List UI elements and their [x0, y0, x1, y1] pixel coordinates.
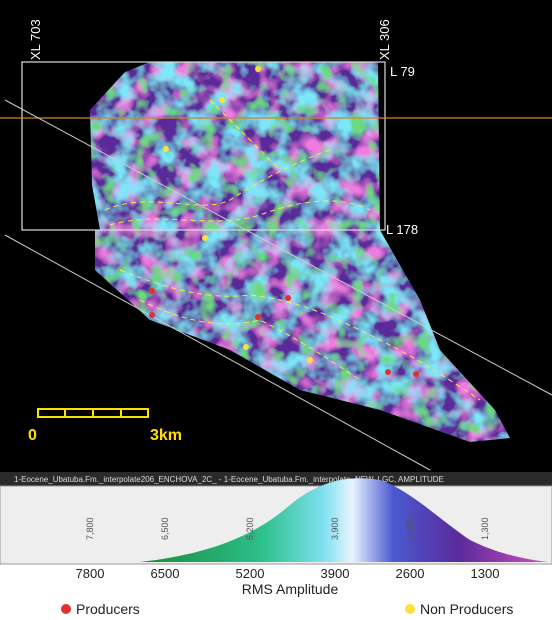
non-producer-well: [202, 235, 208, 241]
colorbar-title: RMS Amplitude: [242, 581, 339, 597]
histogram-label: 7,800: [85, 517, 95, 540]
scale-start: 0: [28, 427, 37, 444]
crossline-label: XL 306: [377, 19, 392, 60]
producer-well: [285, 295, 291, 301]
inline-label: L 79: [390, 64, 415, 79]
figure: XL 703 XL 306 L 79 L 178 0 3km 1-Eocene_…: [0, 0, 552, 620]
legend-non-producers-marker: [405, 604, 415, 614]
histogram-label: 5,200: [245, 517, 255, 540]
colorbar-tick-label: 3900: [321, 566, 350, 581]
scale-end: 3km: [150, 427, 182, 444]
non-producer-well: [163, 146, 169, 152]
colorbar-tick-label: 2600: [396, 566, 425, 581]
non-producer-well: [255, 66, 261, 72]
histogram-label: 3,900: [330, 517, 340, 540]
non-producer-well: [243, 344, 249, 350]
colorbar-tick-label: 7800: [76, 566, 105, 581]
non-producer-well: [307, 357, 313, 363]
producer-well: [255, 314, 261, 320]
producer-well: [385, 369, 391, 375]
colorbar-tick-label: 5200: [236, 566, 265, 581]
histogram-label: 2,600: [405, 517, 415, 540]
inline-label: L 178: [386, 222, 418, 237]
legend-producers: Producers: [76, 601, 140, 617]
producer-well: [413, 371, 419, 377]
histogram-label: 6,500: [160, 517, 170, 540]
colorbar-tick-label: 6500: [151, 566, 180, 581]
producer-well: [149, 288, 155, 294]
legend-producers-marker: [61, 604, 71, 614]
producer-well: [149, 312, 155, 318]
legend-non-producers: Non Producers: [420, 601, 513, 617]
histogram-label: 1,300: [480, 517, 490, 540]
crossline-label: XL 703: [28, 19, 43, 60]
non-producer-well: [219, 97, 225, 103]
colorbar-tick-label: 1300: [471, 566, 500, 581]
